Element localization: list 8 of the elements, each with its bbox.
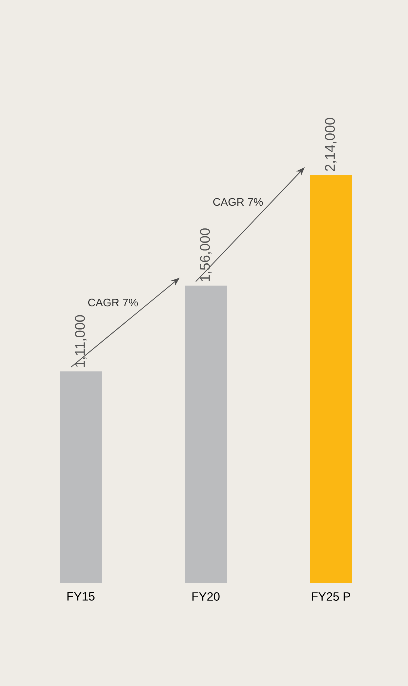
x-tick-label: FY15 — [68, 592, 95, 601]
data-label: 1,56,000 — [200, 228, 212, 282]
x-tick-label: FY25 P — [312, 592, 350, 601]
annotation: CAGR 7% — [214, 198, 264, 206]
x-tick-label: FY20 — [192, 592, 220, 601]
annotation: CAGR 7% — [88, 298, 138, 307]
data-label: 1,11,000 — [75, 315, 87, 368]
data-label: 2,14,000 — [325, 118, 337, 172]
